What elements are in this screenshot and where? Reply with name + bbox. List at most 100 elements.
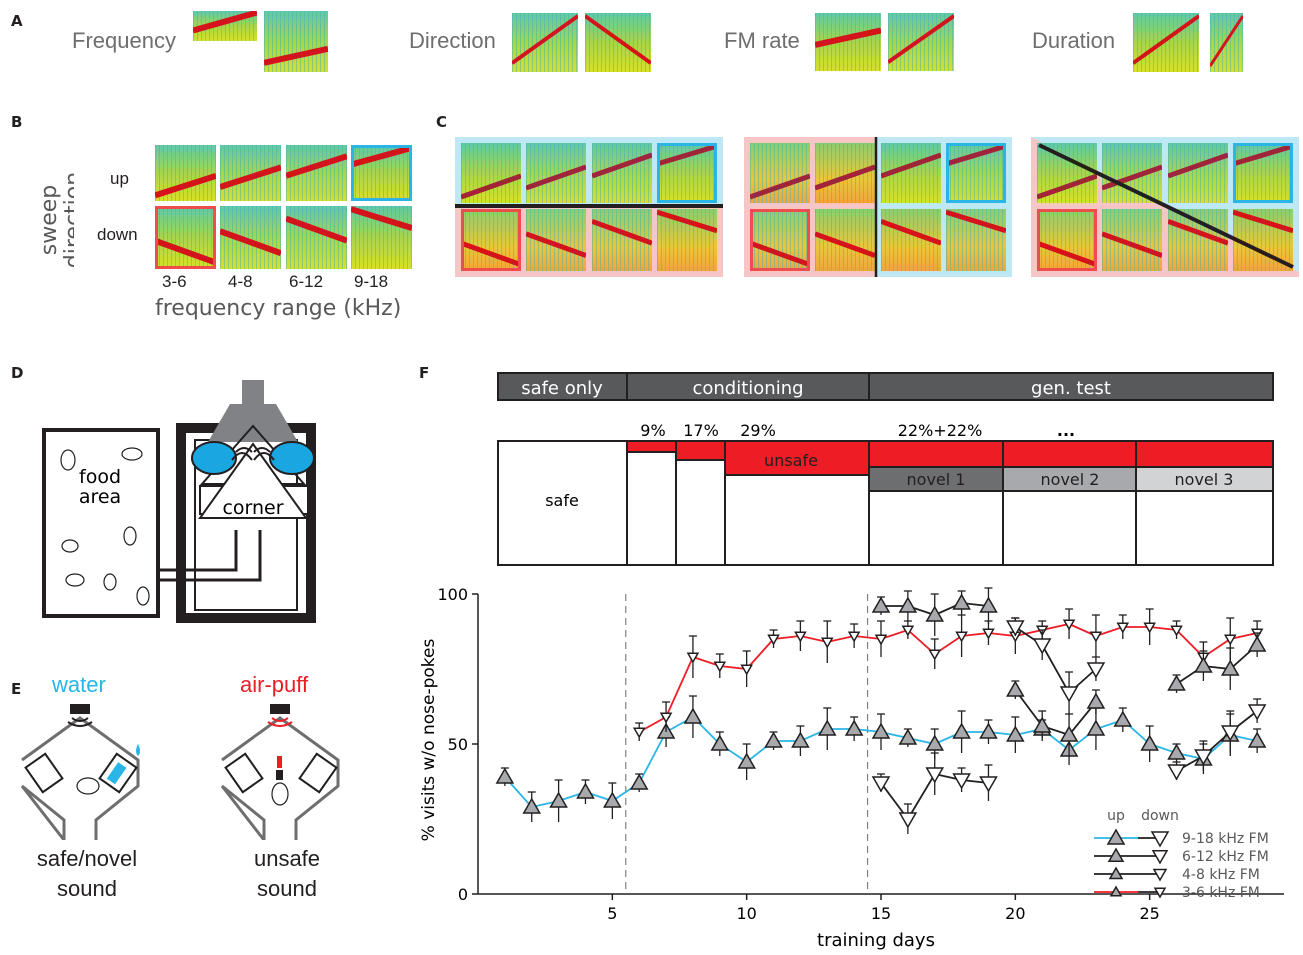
point-novel2_up [1086, 692, 1106, 709]
generalization-block [744, 137, 1012, 277]
legend-marker-up [1108, 866, 1124, 880]
point-novel2_down [1086, 662, 1106, 679]
point-safe-up [1247, 731, 1267, 748]
novel2-label: novel 2 [1041, 470, 1100, 489]
legend-marker-down [1153, 887, 1167, 899]
arena-diagram: food area corner [40, 370, 340, 630]
panel-label-c: C [436, 113, 448, 131]
legend-label: 3-6 kHz FM [1182, 885, 1260, 901]
pct-ellipsis: ... [1057, 421, 1075, 440]
sweep-direction-ylabel: sweep direction [14, 160, 86, 280]
point-safe-up [1167, 743, 1186, 760]
chart-container: % visits w/o nose-pokes training days 0 5… [410, 580, 1295, 951]
direction-label: direction [61, 172, 74, 268]
point-novel1_up [871, 596, 891, 613]
c-down-2 [881, 209, 941, 271]
chart-svg: % visits w/o nose-pokes training days 0 5… [419, 585, 1284, 951]
frequency-range-xlabel: frequency range (kHz) [155, 296, 402, 321]
point-novel2_down [1059, 686, 1079, 703]
c-up-1 [1102, 143, 1162, 203]
point-safe-up [898, 728, 918, 745]
point-safe-up [495, 767, 515, 784]
col-label-4-8: 4-8 [228, 272, 253, 291]
row-label-down: down [97, 225, 138, 244]
col-label-3-6: 3-6 [162, 272, 187, 291]
unsafe-corner-icon [220, 704, 340, 845]
point-safe-up [1113, 710, 1133, 727]
point-novel1_down [979, 776, 998, 793]
legend-marker-down [1151, 850, 1169, 865]
legend-label: 9-18 kHz FM [1182, 831, 1269, 847]
corner-diagrams [10, 700, 380, 845]
panel-label-e: E [11, 680, 22, 698]
point-unsafe-down [767, 634, 780, 646]
point-unsafe-down [874, 634, 888, 646]
point-unsafe-down [901, 625, 915, 637]
point-novel1_up [979, 596, 998, 613]
c-up-3 [946, 143, 1006, 203]
airpuff-label: air-puff [240, 672, 309, 697]
point-unsafe-down [928, 649, 942, 661]
series-line-novel3_down [1176, 710, 1258, 772]
point-unsafe-down [794, 631, 807, 643]
legend-label: 6-12 kHz FM [1182, 849, 1269, 865]
point-unsafe-down [740, 664, 753, 676]
series-line-novel2_down [1014, 626, 1097, 695]
c-down-1 [815, 209, 875, 271]
generalization-block [455, 137, 723, 277]
x-tick-label: 5 [607, 904, 617, 923]
point-unsafe-down [1223, 634, 1237, 646]
point-safe-up [952, 722, 971, 739]
c-down-3 [657, 209, 717, 271]
grid-down-2 [286, 206, 347, 269]
point-novel3_down [1247, 704, 1267, 721]
point-safe-up [603, 791, 622, 808]
c-up-2 [1168, 143, 1228, 203]
point-safe-up [791, 731, 810, 748]
point-novel1_up [925, 605, 945, 622]
protocol-schematic: safe only conditioning gen. test 9% 17% … [496, 370, 1276, 570]
point-novel3_up [1220, 659, 1240, 676]
point-unsafe-down [1062, 619, 1076, 631]
pct-9: 9% [640, 421, 665, 440]
legend-marker-up [1106, 828, 1126, 845]
c-down-0 [1037, 209, 1097, 271]
safe-novel-caption-1: safe/novel [36, 846, 138, 871]
c-up-1 [815, 143, 875, 203]
point-safe-up [1140, 734, 1159, 751]
duration-spec-long [1133, 13, 1199, 72]
point-unsafe-down [713, 661, 727, 673]
c-down-2 [592, 209, 652, 271]
point-novel1_down [952, 773, 971, 790]
unsafe-caption-1: unsafe [253, 846, 321, 871]
legend-marker-down [1152, 868, 1168, 882]
point-unsafe-down [686, 652, 700, 664]
point-safe-up [925, 734, 945, 751]
c-up-1 [526, 143, 586, 203]
legend-header-down: down [1141, 808, 1179, 824]
point-novel1_down [925, 767, 945, 784]
point-unsafe-down [1116, 622, 1130, 634]
x-tick-label: 15 [871, 904, 891, 923]
point-unsafe-down [820, 637, 834, 649]
col-label-9-18: 9-18 [354, 272, 389, 291]
point-safe-up [549, 791, 568, 808]
phase-conditioning: conditioning [692, 378, 803, 399]
point-unsafe-down [632, 727, 646, 739]
c-down-1 [1102, 209, 1162, 271]
c-down-3 [946, 209, 1006, 271]
row-label-up: up [110, 169, 129, 188]
point-unsafe-down [1089, 631, 1103, 643]
c-up-3 [1233, 143, 1293, 203]
series-line-novel3_up [1176, 644, 1258, 685]
panel-label-b: B [11, 113, 23, 131]
series-line-novel2_up [1014, 689, 1097, 737]
c-up-0 [750, 143, 810, 203]
col-label-6-12: 6-12 [289, 272, 324, 291]
freq-spec-high [193, 11, 257, 41]
point-safe-up [979, 722, 998, 739]
point-novel3_up [1194, 656, 1213, 673]
y-tick-label: 0 [458, 885, 468, 904]
direction-spec-down [585, 13, 651, 72]
c-up-2 [881, 143, 941, 203]
